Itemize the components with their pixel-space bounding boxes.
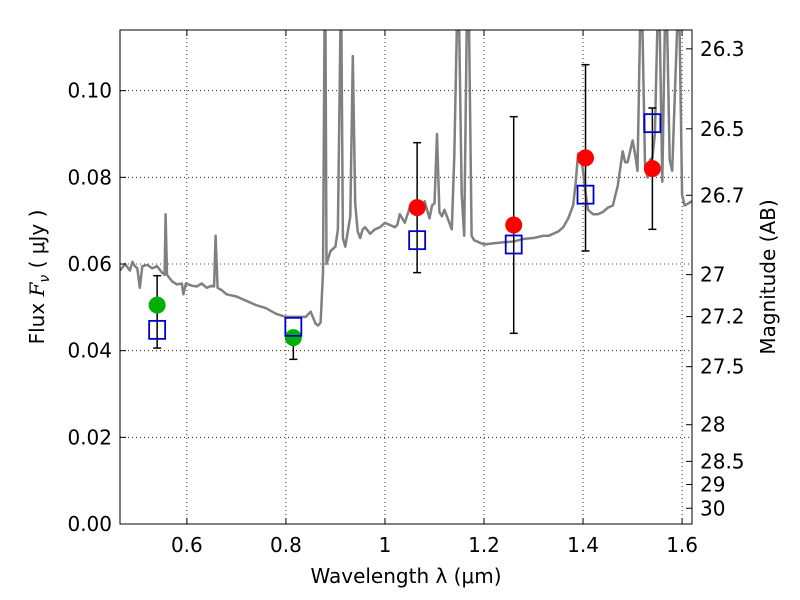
right-tick-label: 27.2 [700,305,745,329]
model-point [148,319,167,340]
x-tick-label: 1 [379,533,392,557]
y-tick-label: 0.04 [67,339,112,363]
data-point [505,216,523,234]
y-tick-label: 0.02 [67,425,112,449]
y-axis-label-symbol: F [25,281,49,297]
x-tick-label: 1.4 [567,533,599,557]
y-tick-label: 0.10 [67,79,112,103]
right-tick-label: 27.5 [700,355,745,379]
right-tick-label: 28 [700,413,725,437]
model-point [576,184,595,205]
model-point [284,316,303,337]
right-axis-label: Magnitude (AB) [756,199,780,354]
x-tick-label: 0.6 [171,533,203,557]
x-axis-label: Wavelength λ (μm) [310,564,501,588]
right-tick-label: 30 [700,496,725,520]
right-tick-label: 27 [700,263,725,287]
right-tick-label: 26.7 [700,183,745,207]
data-point [643,160,661,178]
x-tick-label: 0.8 [270,533,302,557]
tick-labels: 0.6 0.8 1 1.2 1.4 1.6 0.00 0.02 0.04 0.06 0.08 0.10… [67,37,744,557]
plot-frame [119,29,693,525]
marker-layer [148,113,662,347]
y-axis-label-subscript: ν [37,275,53,283]
data-point [577,149,595,167]
x-tick-label: 1.2 [468,533,500,557]
model-point [408,230,427,251]
y-axis-label: Flux Fν ( μJy ) [25,210,53,345]
y-axis-label-prefix: Flux [25,296,49,344]
y-tick-label: 0.00 [67,512,112,536]
data-point [284,329,302,347]
right-tick-label: 28.5 [700,449,745,473]
plot-background [120,30,692,524]
y-axis-label-suffix: ( μJy ) [25,210,49,275]
model-point [643,113,662,134]
model-point [504,234,523,255]
y-tick-label: 0.06 [67,252,112,276]
right-tick-label: 26.5 [700,117,745,141]
data-point [408,199,426,217]
grid-lines [120,30,692,524]
data-point [148,296,166,314]
x-tick-label: 1.6 [666,533,698,557]
axis-ticks [120,30,692,525]
y-tick-label: 0.08 [67,165,112,189]
right-tick-label: 26.3 [700,37,745,61]
right-tick-label: 29 [700,472,725,496]
